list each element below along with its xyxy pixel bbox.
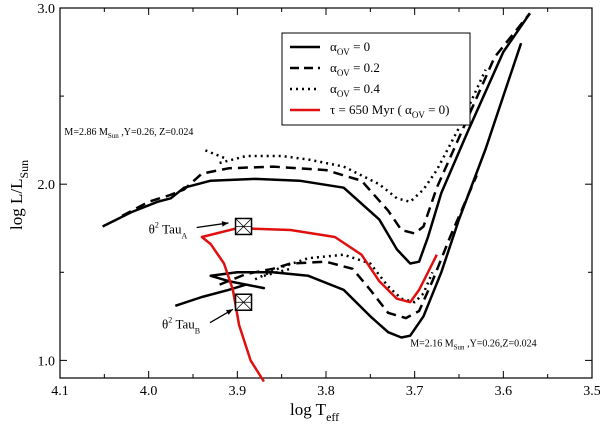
annot-theta: θ xyxy=(162,317,168,332)
track-label-286: M=2.86 MSun ,Y=0.26, Z=0.024 xyxy=(64,127,193,140)
x-tick-label: 3.7 xyxy=(406,384,424,399)
annot-text: Tau xyxy=(159,222,182,237)
annot-main: M=2.86 M xyxy=(64,127,108,138)
theta2-tau-b-label: θ2 TauB xyxy=(162,316,200,336)
series-line-7 xyxy=(263,267,291,278)
x-tick-label: 3.6 xyxy=(495,384,513,399)
hatch xyxy=(235,218,252,235)
annot-sup: 2 xyxy=(168,316,172,325)
series-line-5 xyxy=(219,174,478,320)
series-line-1 xyxy=(121,12,531,235)
marker-layer xyxy=(234,217,253,311)
legend-label-1: αOV = 0.2 xyxy=(330,60,380,78)
y-tick-label: 2.0 xyxy=(38,178,56,193)
annot-rest: ,Y=0.26, Z=0.024 xyxy=(119,127,194,138)
legend-label-0: αOV = 0 xyxy=(330,39,370,57)
series-line-3 xyxy=(201,147,225,159)
theta2-tau-a-box xyxy=(234,217,253,236)
annot-rest: ,Y=0.26,Z=0.024 xyxy=(465,338,537,349)
annot-text: Tau xyxy=(172,317,195,332)
legend: αOV = 0 αOV = 0.2 αOV = 0.4 τ = 650 Myr … xyxy=(281,32,471,126)
annot-sup: 2 xyxy=(155,221,159,230)
annot-sub: B xyxy=(195,327,200,336)
annot-main: M=2.16 M xyxy=(410,338,454,349)
series-line-4 xyxy=(174,42,523,339)
legend-label-2: αOV = 0.4 xyxy=(330,81,380,99)
series-layer xyxy=(102,12,531,383)
annot-arrow-head xyxy=(221,221,229,227)
legend-label-3: τ = 650 Myr ( αOV = 0) xyxy=(330,102,450,120)
axis-ticks: 4.1 4.0 3.9 3.8 3.7 3.6 3.5 1.0 2.0 3.0 xyxy=(38,2,600,399)
x-tick-label: 3.5 xyxy=(583,384,600,399)
x-tick-label: 4.0 xyxy=(140,384,158,399)
series-line-0 xyxy=(102,12,531,265)
y-tick-label: 1.0 xyxy=(38,354,56,369)
y-tick-label: 3.0 xyxy=(38,2,56,17)
x-tick-label: 4.1 xyxy=(51,384,69,399)
annot-sub: Sun xyxy=(108,132,119,140)
theta2-tau-a-label: θ2 TauA xyxy=(149,221,188,241)
track-label-216: M=2.16 MSun ,Y=0.26,Z=0.024 xyxy=(410,338,536,351)
annot-theta: θ xyxy=(149,222,155,237)
x-tick-label: 3.9 xyxy=(229,384,247,399)
annot-sub: Sun xyxy=(454,343,465,351)
series-line-6 xyxy=(254,253,434,304)
theta2-tau-b-box xyxy=(234,293,253,311)
y-axis-title: log L/LSun xyxy=(7,160,31,230)
x-tick-label: 3.8 xyxy=(317,384,335,399)
hatch xyxy=(235,293,252,311)
annot-arrow-head xyxy=(225,309,233,315)
annot-sub: A xyxy=(181,232,187,241)
x-axis-title: log Teff xyxy=(290,400,339,424)
